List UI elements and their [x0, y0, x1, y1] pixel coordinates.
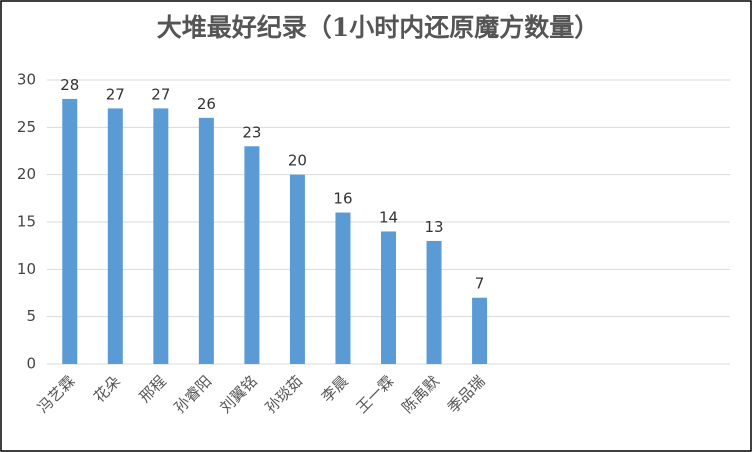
bar: [244, 146, 260, 364]
bar: [472, 297, 488, 364]
value-label: 7: [475, 275, 485, 293]
chart-title: 大堆最好纪录（1小时内还原魔方数量）: [157, 13, 599, 42]
y-tick-label: 15: [17, 213, 36, 231]
value-label: 23: [242, 123, 261, 141]
y-tick-label: 25: [17, 118, 36, 136]
bar: [426, 240, 442, 364]
value-label: 27: [151, 85, 170, 103]
bar: [381, 231, 396, 364]
value-label: 20: [288, 152, 307, 170]
y-tick-label: 5: [26, 307, 36, 325]
value-label: 13: [424, 218, 443, 236]
value-label: 28: [60, 76, 79, 94]
y-tick-label: 10: [17, 260, 36, 278]
bar: [153, 108, 169, 365]
value-label: 14: [379, 208, 398, 226]
value-label: 27: [106, 85, 125, 103]
value-label: 16: [333, 190, 352, 208]
bar: [198, 117, 214, 364]
bar: [62, 98, 78, 364]
value-label: 26: [197, 95, 216, 113]
bar: [335, 212, 351, 364]
bar: [289, 174, 305, 364]
y-tick-label: 30: [17, 71, 36, 89]
y-tick-label: 20: [17, 165, 36, 183]
y-tick-label: 0: [26, 355, 36, 373]
bar: [107, 108, 123, 365]
